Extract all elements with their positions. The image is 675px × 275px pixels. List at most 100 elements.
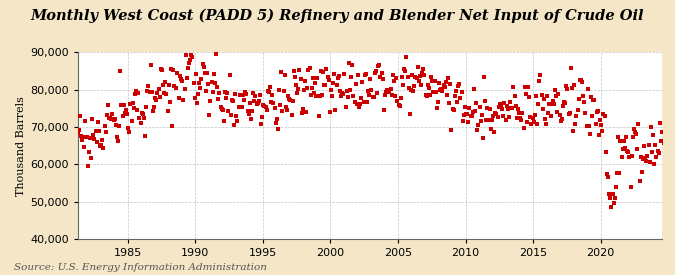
- Point: [655, 139, 666, 143]
- Point: [275, 103, 286, 108]
- Point: [171, 70, 182, 75]
- Point: [90, 129, 101, 133]
- Point: [514, 111, 524, 115]
- Point: [107, 112, 118, 117]
- Point: [566, 86, 577, 90]
- Point: [236, 93, 246, 97]
- Point: [427, 79, 437, 83]
- Point: [155, 95, 165, 99]
- Point: [597, 129, 608, 134]
- Point: [529, 120, 539, 124]
- Point: [77, 138, 88, 142]
- Point: [659, 141, 670, 145]
- Point: [315, 68, 326, 73]
- Point: [195, 86, 206, 90]
- Point: [588, 98, 599, 102]
- Point: [633, 122, 644, 127]
- Point: [561, 84, 572, 89]
- Point: [217, 108, 228, 112]
- Point: [258, 103, 269, 107]
- Point: [328, 80, 339, 85]
- Point: [246, 117, 256, 122]
- Point: [421, 94, 432, 98]
- Point: [526, 122, 537, 127]
- Point: [145, 63, 156, 68]
- Point: [241, 92, 252, 96]
- Point: [72, 131, 83, 135]
- Point: [595, 118, 605, 122]
- Point: [616, 155, 627, 159]
- Point: [468, 86, 479, 91]
- Point: [239, 97, 250, 102]
- Point: [170, 85, 181, 90]
- Point: [639, 144, 649, 149]
- Point: [549, 88, 560, 92]
- Point: [460, 111, 471, 116]
- Point: [306, 86, 317, 90]
- Point: [435, 87, 446, 92]
- Point: [96, 143, 107, 148]
- Point: [148, 109, 159, 114]
- Point: [520, 92, 531, 96]
- Point: [214, 91, 225, 96]
- Point: [109, 117, 120, 121]
- Point: [344, 61, 354, 65]
- Point: [84, 150, 95, 155]
- Point: [325, 109, 335, 114]
- Point: [522, 119, 533, 124]
- Point: [583, 87, 593, 91]
- Point: [206, 80, 217, 84]
- Point: [78, 135, 88, 139]
- Point: [637, 156, 648, 161]
- Point: [610, 196, 620, 200]
- Point: [632, 147, 643, 152]
- Point: [150, 96, 161, 101]
- Point: [613, 135, 624, 139]
- Point: [429, 79, 440, 83]
- Point: [534, 79, 545, 83]
- Point: [70, 177, 80, 181]
- Point: [443, 101, 454, 105]
- Point: [162, 109, 173, 114]
- Point: [175, 74, 186, 78]
- Point: [138, 112, 148, 116]
- Point: [251, 102, 262, 106]
- Point: [492, 115, 503, 119]
- Point: [352, 102, 362, 106]
- Point: [365, 77, 376, 81]
- Point: [119, 111, 130, 115]
- Point: [182, 75, 192, 80]
- Point: [288, 68, 299, 73]
- Point: [190, 72, 201, 76]
- Point: [325, 87, 336, 92]
- Point: [452, 100, 462, 104]
- Point: [618, 139, 629, 143]
- Point: [426, 75, 437, 80]
- Point: [335, 94, 346, 98]
- Point: [148, 105, 159, 109]
- Point: [593, 133, 604, 137]
- Point: [169, 83, 180, 88]
- Point: [113, 138, 124, 143]
- Point: [375, 75, 386, 79]
- Point: [259, 104, 270, 109]
- Point: [603, 192, 614, 196]
- Point: [360, 72, 371, 76]
- Point: [200, 89, 211, 93]
- Point: [354, 104, 364, 109]
- Point: [406, 72, 417, 77]
- Point: [146, 90, 157, 94]
- Point: [601, 172, 612, 177]
- Point: [576, 78, 587, 82]
- Point: [543, 111, 554, 116]
- Point: [626, 154, 637, 158]
- Point: [231, 114, 242, 118]
- Point: [229, 123, 240, 127]
- Text: Source: U.S. Energy Information Administration: Source: U.S. Energy Information Administ…: [14, 263, 267, 272]
- Point: [547, 99, 558, 103]
- Point: [493, 104, 504, 109]
- Point: [560, 100, 570, 105]
- Point: [322, 74, 333, 79]
- Y-axis label: Thousand Barrels: Thousand Barrels: [16, 96, 26, 196]
- Point: [118, 102, 129, 107]
